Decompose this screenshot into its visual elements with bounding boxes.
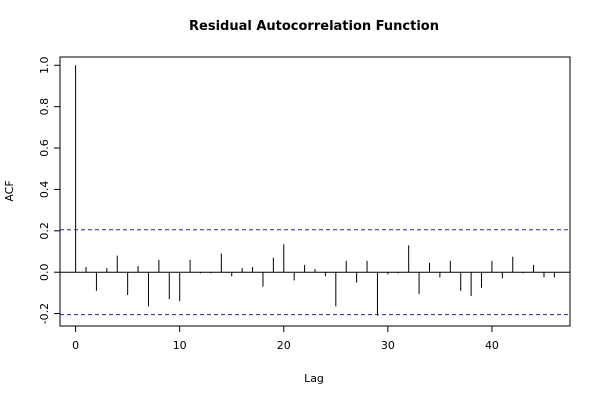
y-tick-label: 0.0 [38,263,51,281]
y-axis-label: ACF [3,180,16,201]
x-axis-label: Lag [304,372,324,385]
y-tick-label: 0.2 [38,222,51,240]
x-axis: 0 10 20 30 40 [72,325,499,352]
x-tick-label: 0 [72,339,79,352]
y-tick-label: 0.4 [38,181,51,199]
plot-frame [59,56,571,327]
y-tick-label: 0.8 [38,98,51,116]
y-tick-label: -0.2 [38,303,51,324]
y-tick-label: 1.0 [38,57,51,75]
x-tick-label: 40 [485,339,499,352]
x-tick-label: 20 [277,339,291,352]
x-tick-label: 10 [173,339,187,352]
x-tick-label: 30 [381,339,395,352]
confidence-bounds [60,229,570,316]
y-tick-label: 0.6 [38,139,51,157]
y-axis: -0.2 0.0 0.2 0.4 0.6 0.8 1.0 [38,57,61,324]
acf-bars [75,65,555,316]
chart-title: Residual Autocorrelation Function [189,19,439,34]
